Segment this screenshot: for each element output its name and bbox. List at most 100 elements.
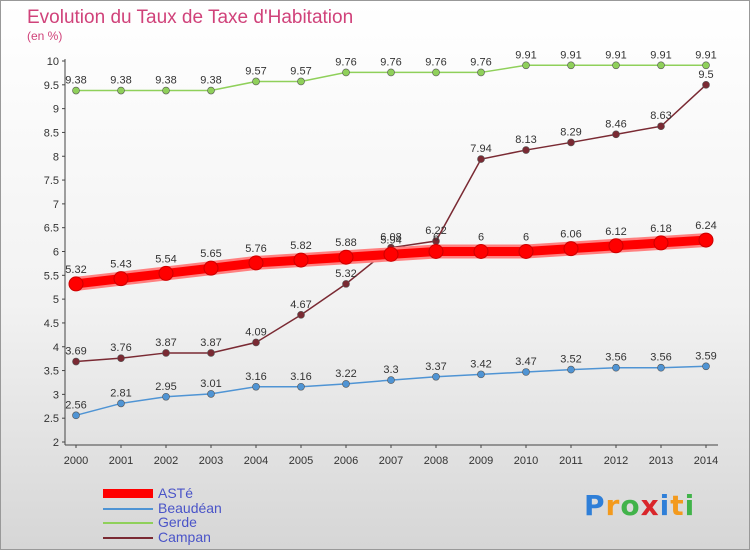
data-label: 5.82 xyxy=(290,240,311,252)
data-point xyxy=(432,372,440,381)
data-label: 6.22 xyxy=(425,225,446,237)
data-label: 8.46 xyxy=(605,118,626,130)
data-point xyxy=(158,265,174,281)
data-label: 9.91 xyxy=(515,49,536,61)
data-label: 6 xyxy=(523,232,529,244)
data-point xyxy=(567,61,575,70)
data-point xyxy=(567,365,575,374)
data-point xyxy=(477,370,485,379)
data-point xyxy=(297,382,305,391)
data-label: 2.95 xyxy=(155,381,176,393)
data-label: 3.87 xyxy=(200,337,221,349)
data-label: 6.06 xyxy=(560,229,581,241)
data-label: 5.54 xyxy=(155,253,176,265)
legend-swatch xyxy=(103,489,153,498)
legend-label: Campan xyxy=(158,528,211,545)
y-tick-label: 8 xyxy=(53,151,59,163)
data-point xyxy=(207,86,215,95)
data-point xyxy=(342,68,350,77)
data-point xyxy=(428,244,444,259)
x-tick-label: 2013 xyxy=(649,455,673,467)
data-label: 2.56 xyxy=(65,399,86,411)
data-label: 9.38 xyxy=(200,75,221,87)
y-tick-label: 9 xyxy=(53,104,59,116)
data-label: 9.76 xyxy=(335,56,356,68)
data-label: 9.5 xyxy=(698,69,713,81)
y-tick-label: 3.5 xyxy=(44,366,59,378)
data-label: 9.57 xyxy=(290,65,311,77)
legend-label: Beaudéan xyxy=(158,499,222,516)
data-point xyxy=(203,260,219,276)
legend-swatch xyxy=(103,507,153,510)
data-label: 4.09 xyxy=(245,326,266,338)
data-point xyxy=(162,392,170,401)
data-point xyxy=(342,280,350,288)
data-label: 9.38 xyxy=(155,75,176,87)
data-label: 3.87 xyxy=(155,337,176,349)
chart-title: Evolution du Taux de Taxe d'Habitation xyxy=(27,7,354,28)
y-tick-label: 2 xyxy=(53,437,59,449)
data-label: 9.91 xyxy=(695,49,716,61)
data-label: 9.91 xyxy=(650,49,671,61)
data-label: 8.29 xyxy=(560,126,581,138)
data-point xyxy=(522,146,530,154)
y-tick-label: 9.5 xyxy=(44,80,59,92)
data-point xyxy=(383,246,399,262)
data-label: 5.65 xyxy=(200,248,221,260)
data-point xyxy=(252,338,260,347)
data-point xyxy=(567,138,575,147)
y-tick-label: 5 xyxy=(53,294,59,306)
y-tick-label: 2.5 xyxy=(44,413,59,425)
data-label: 3.16 xyxy=(245,371,266,383)
data-label: 9.91 xyxy=(560,49,581,61)
data-point xyxy=(477,155,485,163)
data-point xyxy=(342,380,350,388)
data-label: 5.88 xyxy=(335,237,356,249)
x-tick-label: 2008 xyxy=(424,455,448,467)
x-tick-label: 2006 xyxy=(334,455,358,467)
data-point xyxy=(113,271,129,287)
x-tick-label: 2009 xyxy=(469,455,493,467)
data-label: 3.42 xyxy=(470,358,491,370)
y-tick-label: 6 xyxy=(53,247,59,259)
data-label: 9.38 xyxy=(65,75,86,87)
data-label: 6.18 xyxy=(650,223,671,235)
x-tick-label: 2003 xyxy=(199,455,223,467)
data-point xyxy=(162,349,170,357)
data-point xyxy=(72,411,80,420)
data-point xyxy=(563,241,579,257)
data-point xyxy=(207,349,215,357)
data-label: 3.76 xyxy=(110,342,131,354)
y-tick-label: 4 xyxy=(53,342,59,354)
data-point xyxy=(612,363,620,372)
y-tick-label: 4.5 xyxy=(44,318,59,330)
data-label: 3.56 xyxy=(605,352,626,364)
series-beaud-an: 2.56 2.81 2.95 3.01 3.16 3.16 3.22 3.3 3.37 3.42 3… xyxy=(65,350,717,420)
data-label: 6.12 xyxy=(605,226,626,238)
series-campan: 3.69 3.76 3.87 3.87 4.09 4.67 5.32 6.08 6.22 7.94… xyxy=(65,69,714,366)
data-point xyxy=(162,86,170,95)
y-tick-label: 5.5 xyxy=(44,270,59,282)
data-point xyxy=(68,276,84,292)
data-label: 5.32 xyxy=(335,268,356,280)
data-point xyxy=(432,68,440,77)
data-point xyxy=(702,81,710,89)
legend-label: ASTé xyxy=(158,485,194,501)
data-label: 7.94 xyxy=(470,143,491,155)
data-point xyxy=(518,244,534,259)
data-point xyxy=(612,130,620,139)
data-label: 3.16 xyxy=(290,371,311,383)
data-point xyxy=(252,382,260,391)
data-point xyxy=(657,363,665,372)
y-tick-label: 10 xyxy=(47,56,59,68)
data-point xyxy=(72,357,80,366)
x-tick-label: 2007 xyxy=(379,455,403,467)
data-point xyxy=(608,238,624,254)
data-label: 9.91 xyxy=(605,49,626,61)
data-point xyxy=(293,252,309,268)
data-label: 6 xyxy=(433,232,439,244)
data-label: 2.81 xyxy=(110,387,131,399)
data-point xyxy=(117,399,125,408)
data-point xyxy=(522,61,530,70)
